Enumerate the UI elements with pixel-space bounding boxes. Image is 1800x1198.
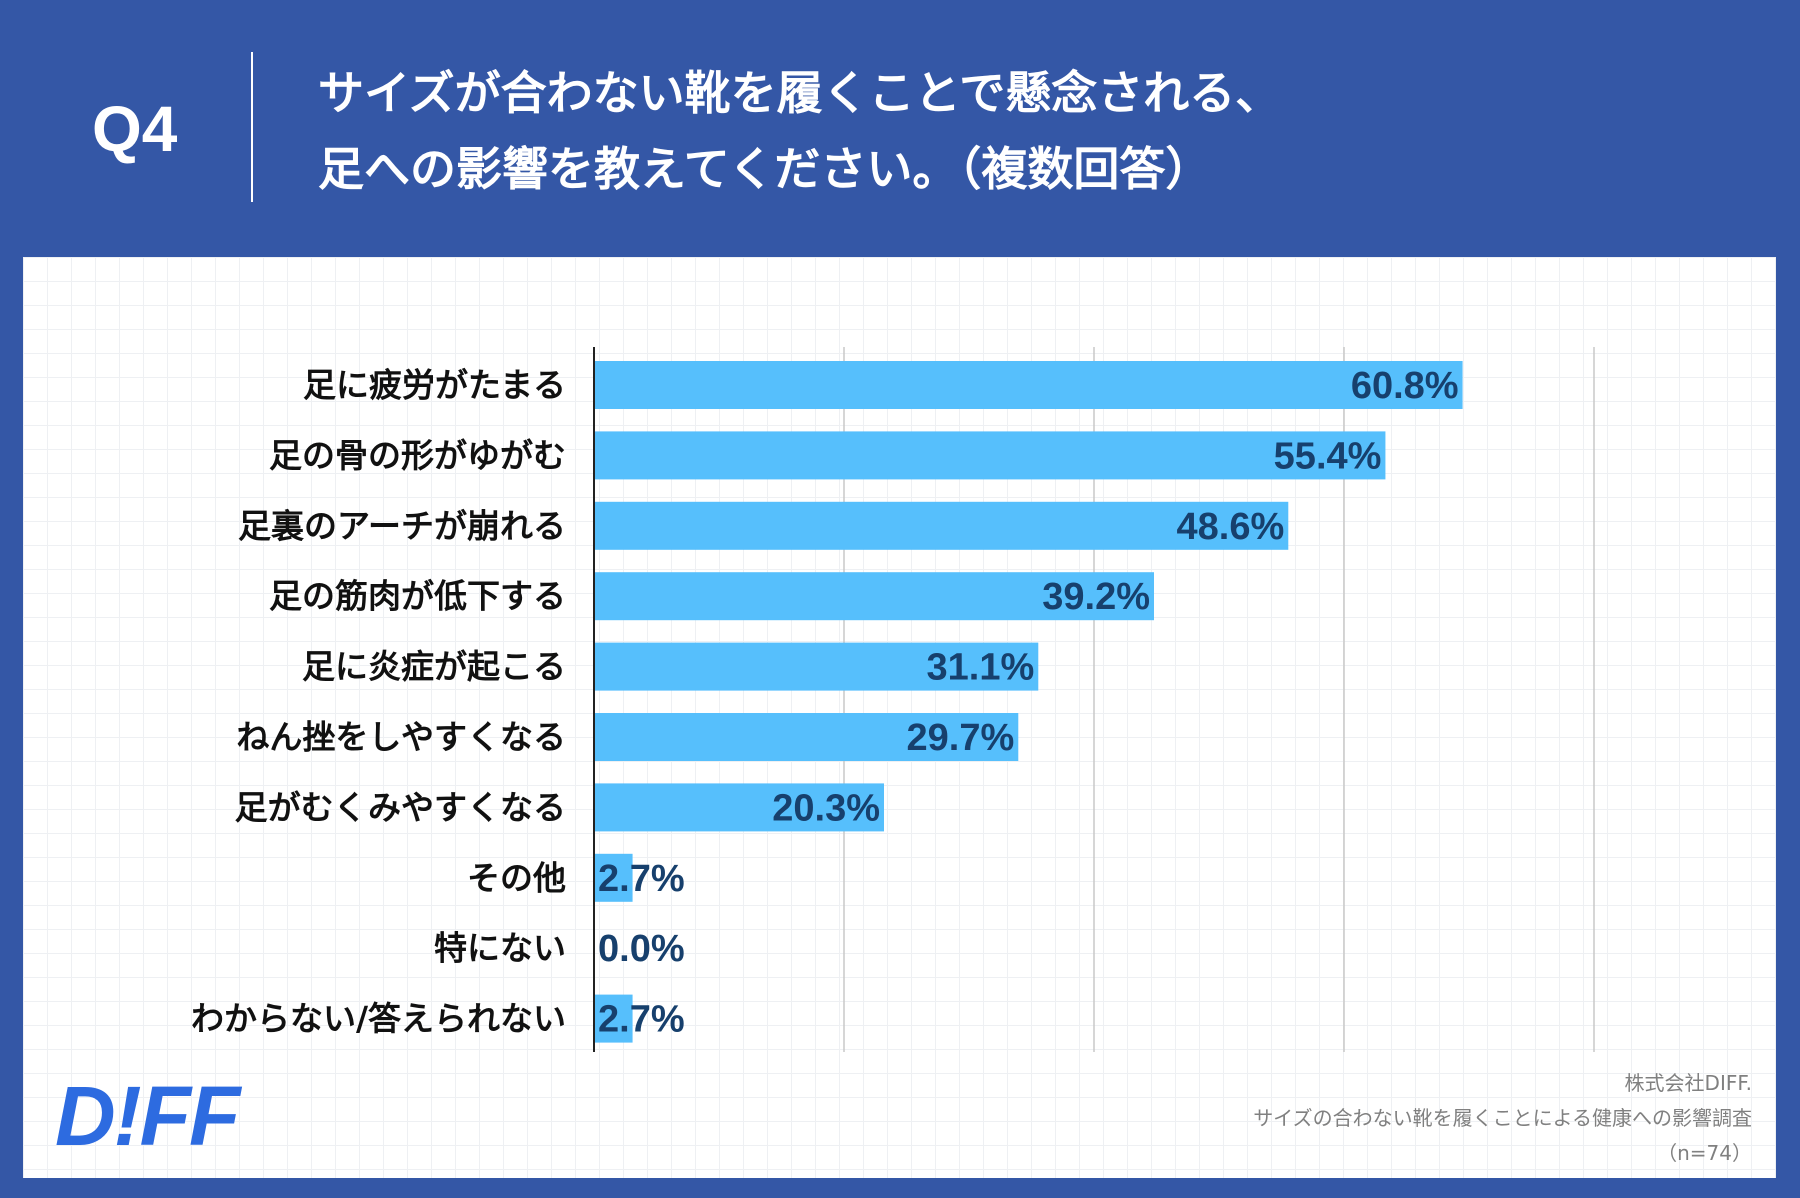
value-label-6: 20.3% <box>772 787 880 829</box>
category-label-0: 足に疲労がたまる <box>303 366 566 405</box>
bar-5 <box>594 713 1019 761</box>
company-name: 株式会社DIFF. <box>1624 1071 1752 1095</box>
category-label-4: 足に炎症が起こる <box>302 647 566 686</box>
category-label-2: 足裏のアーチが崩れる <box>238 506 566 545</box>
bar-6 <box>594 783 884 832</box>
bar-4 <box>594 642 1039 691</box>
category-label-5: ねん挫をしやすくなる <box>236 718 566 757</box>
diff-logo: D!FF <box>55 1069 240 1163</box>
category-label-8: 特にない <box>434 929 566 968</box>
category-label-1: 足の骨の形がゆがむ <box>269 436 566 475</box>
value-label-1: 55.4% <box>1274 435 1382 477</box>
question-number: Q4 <box>92 93 178 165</box>
category-label-9: わからない/答えられない <box>191 999 566 1038</box>
bar-9 <box>594 994 633 1043</box>
sample-size: （n=74） <box>1657 1141 1752 1165</box>
bar-0 <box>594 361 1463 409</box>
question-title-line1: サイズが合わない靴を履くことで懸念される、 <box>318 66 1282 120</box>
bar-3 <box>594 572 1154 621</box>
category-label-3: 足の筋肉が低下する <box>269 577 566 616</box>
value-label-0: 60.8% <box>1351 365 1459 407</box>
value-label-9: 2.7% <box>598 999 685 1041</box>
category-label-7: その他 <box>467 858 566 897</box>
bar-1 <box>594 431 1386 480</box>
category-label-6: 足がむくみやすくなる <box>235 788 566 827</box>
header: Q4 サイズが合わない靴を履くことで懸念される、 足への影響を教えてください。（… <box>0 0 1800 255</box>
bar-7 <box>594 853 633 902</box>
bar-2 <box>594 501 1289 550</box>
question-title-line2: 足への影響を教えてください。（複数回答） <box>318 142 1212 196</box>
header-divider <box>251 52 253 202</box>
source-credit: 株式会社DIFF. サイズの合わない靴を履くことによる健康への影響調査 （n=7… <box>1253 1066 1752 1171</box>
value-label-4: 31.1% <box>927 647 1035 689</box>
survey-name: サイズの合わない靴を履くことによる健康への影響調査 <box>1253 1106 1752 1130</box>
value-label-3: 39.2% <box>1042 576 1150 618</box>
value-label-8: 0.0% <box>598 928 685 970</box>
value-label-5: 29.7% <box>907 717 1015 759</box>
value-label-2: 48.6% <box>1177 506 1285 548</box>
value-label-7: 2.7% <box>598 858 685 900</box>
question-title: サイズが合わない靴を履くことで懸念される、 足への影響を教えてください。（複数回… <box>318 55 1281 207</box>
